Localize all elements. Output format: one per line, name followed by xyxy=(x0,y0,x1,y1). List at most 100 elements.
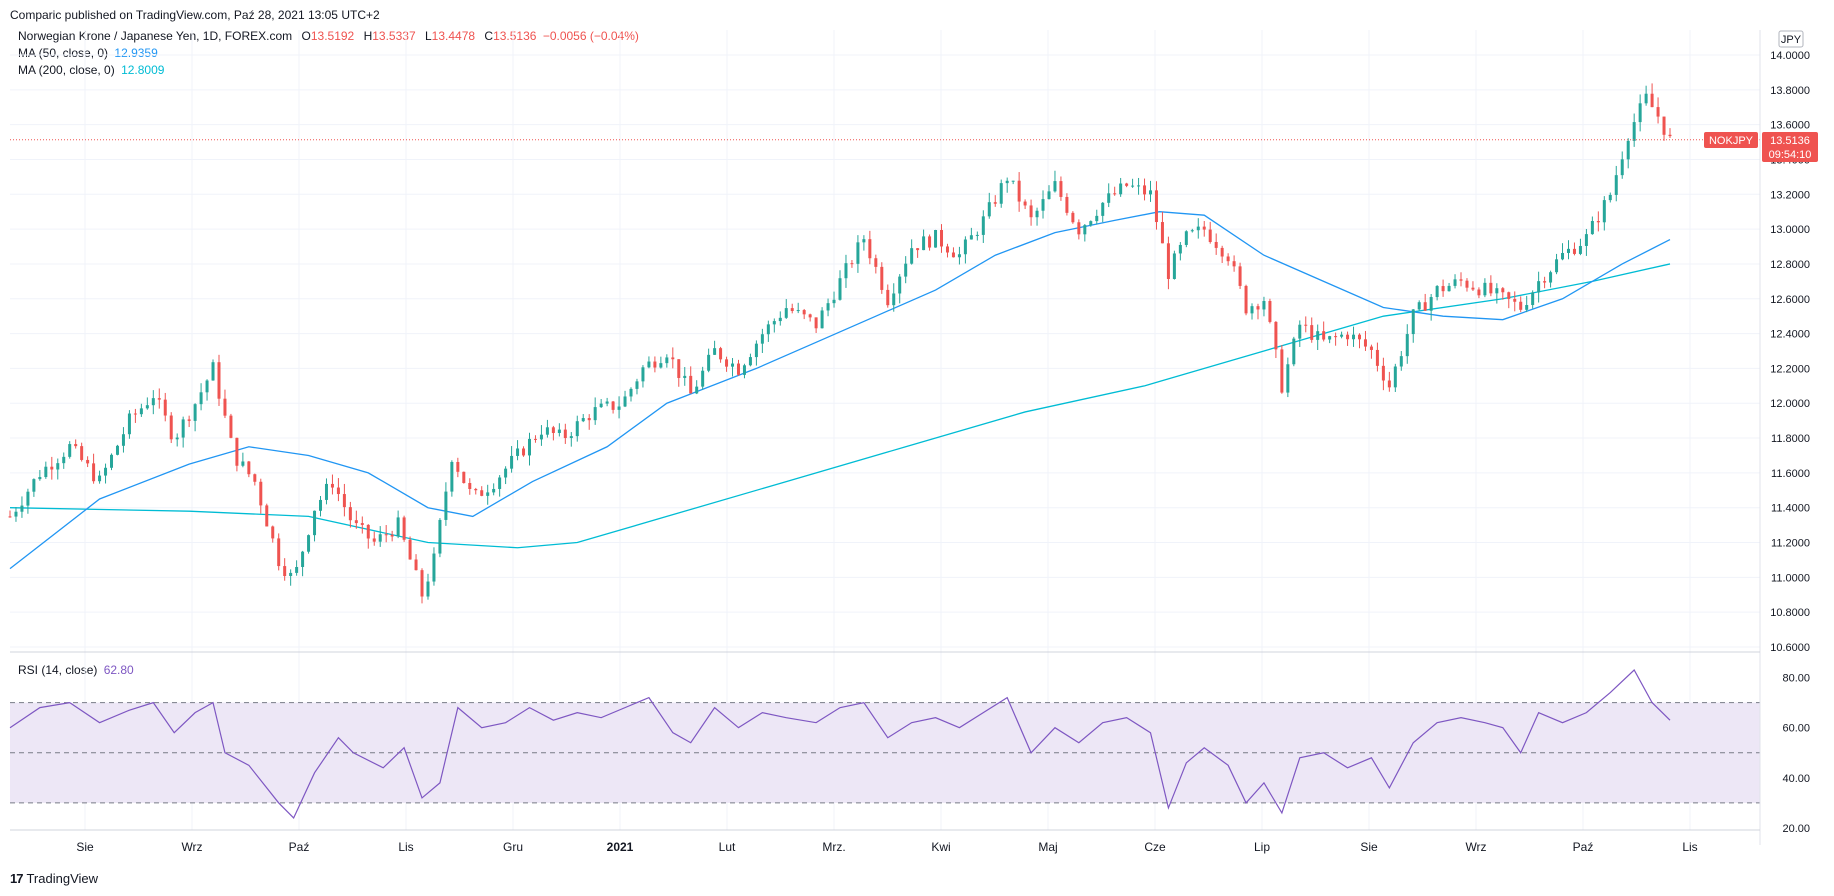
candle-body xyxy=(1668,134,1672,137)
candle-body xyxy=(1363,339,1367,347)
price-tick-label: 10.6000 xyxy=(1770,642,1810,654)
symbol-title[interactable]: Norwegian Krone / Japanese Yen, 1D, FORE… xyxy=(18,29,293,43)
candle-body xyxy=(1620,159,1624,176)
candle-body xyxy=(1501,288,1505,293)
rsi-line xyxy=(9,669,1671,820)
ma50-label: MA (50, close, 0) xyxy=(18,46,109,60)
candle-body xyxy=(766,324,770,335)
candle-body xyxy=(1357,334,1361,340)
tradingview-logo-icon: 17 xyxy=(10,871,24,886)
rsi-legend[interactable]: RSI (14, close) 62.80 xyxy=(18,663,134,677)
candle-body xyxy=(748,357,752,366)
candle-body xyxy=(1196,226,1200,231)
candle-body xyxy=(999,183,1003,204)
candle-body xyxy=(832,299,836,304)
candle-body xyxy=(169,415,173,440)
candles xyxy=(8,83,1672,604)
candle-body xyxy=(1149,190,1153,195)
candle-body xyxy=(1328,336,1332,340)
candle-body xyxy=(348,507,352,521)
ma200-legend[interactable]: MA (200, close, 0) 12.8009 xyxy=(18,63,164,77)
candle-body xyxy=(993,202,997,204)
candle-body xyxy=(1250,306,1254,314)
candle-body xyxy=(1053,181,1057,192)
candle-body xyxy=(1304,324,1308,326)
candle-body xyxy=(1507,292,1511,299)
candle-body xyxy=(229,415,233,438)
candle-body xyxy=(516,448,520,456)
candle-body xyxy=(975,234,979,236)
candle-body xyxy=(271,526,275,539)
candle-body xyxy=(796,310,800,312)
candle-body xyxy=(1310,325,1314,340)
candle-body xyxy=(1172,253,1176,279)
candle-body xyxy=(205,380,209,393)
candle-body xyxy=(241,461,245,466)
ma50-value: 12.9359 xyxy=(114,46,158,60)
price-tick-label: 14.0000 xyxy=(1770,50,1810,62)
candle-body xyxy=(44,466,48,478)
candle-body xyxy=(910,248,914,264)
candle-body xyxy=(414,559,418,571)
candle-body xyxy=(1626,140,1630,160)
high-value: 13.5337 xyxy=(372,29,416,43)
candle-body xyxy=(1423,302,1427,311)
candle-body xyxy=(307,535,311,552)
candle-body xyxy=(1537,281,1541,293)
candle-body xyxy=(1555,259,1559,273)
candle-body xyxy=(1262,301,1266,310)
candle-body xyxy=(1035,210,1039,218)
candle-body xyxy=(1023,201,1027,206)
candle-body xyxy=(874,258,878,267)
candle-body xyxy=(707,354,711,371)
candle-body xyxy=(1561,252,1565,260)
candle-body xyxy=(742,365,746,375)
candle-body xyxy=(1280,349,1284,393)
candle-body xyxy=(653,361,657,368)
symbol-tag: NOKJPY xyxy=(1704,132,1758,148)
time-tick-label: Mrz. xyxy=(822,840,845,854)
candle-body xyxy=(1632,122,1636,141)
candle-body xyxy=(945,246,949,253)
candle-body xyxy=(151,398,155,406)
candle-body xyxy=(647,361,651,368)
candle-body xyxy=(623,396,627,407)
time-tick-label: Lis xyxy=(398,840,413,854)
price-tick-label: 12.6000 xyxy=(1770,294,1810,306)
candle-body xyxy=(725,359,729,367)
candle-body xyxy=(617,406,621,410)
candle-body xyxy=(492,488,496,493)
candle-body xyxy=(1119,183,1123,195)
candle-body xyxy=(289,572,293,577)
price-tick-label: 11.6000 xyxy=(1771,468,1810,480)
price-tick-label: 13.8000 xyxy=(1770,85,1810,97)
rsi-axis: 80.00 60.00 40.00 20.00 xyxy=(1782,673,1810,835)
candle-body xyxy=(277,538,281,567)
candle-body xyxy=(1459,279,1463,281)
candle-body xyxy=(253,474,257,482)
candle-body xyxy=(1531,292,1535,306)
candle-body xyxy=(1543,281,1547,283)
tradingview-brand[interactable]: 17 TradingView xyxy=(10,871,98,886)
candle-body xyxy=(486,492,490,496)
candle-body xyxy=(754,343,758,358)
candle-body xyxy=(1298,324,1302,339)
publish-info: Comparic published on TradingView.com, P… xyxy=(10,8,380,22)
last-price-label: 13.5136 xyxy=(1770,135,1810,147)
candle-body xyxy=(121,434,125,446)
candle-body xyxy=(1226,256,1230,262)
candle-body xyxy=(1429,297,1433,311)
currency-badge: JPY xyxy=(1778,30,1804,48)
ma50-legend[interactable]: MA (50, close, 0) 12.9359 xyxy=(18,46,158,60)
candle-body xyxy=(898,276,902,294)
candle-body xyxy=(295,566,299,573)
candle-body xyxy=(324,483,328,500)
rsi-tick-label: 60.00 xyxy=(1782,723,1810,735)
candle-body xyxy=(211,362,215,381)
candle-body xyxy=(163,399,167,416)
candle-body xyxy=(1465,280,1469,288)
candle-body xyxy=(587,418,591,421)
candle-body xyxy=(934,230,938,248)
candle-body xyxy=(1005,180,1009,184)
